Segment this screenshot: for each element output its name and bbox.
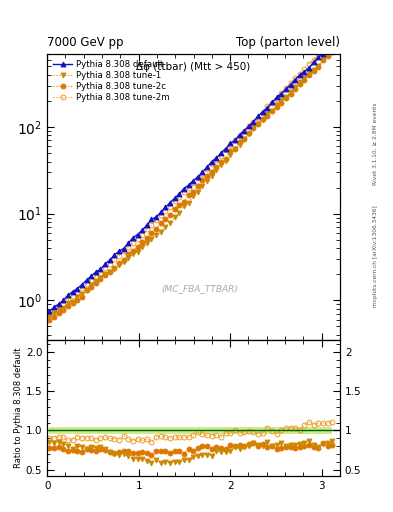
Line: Pythia 8.308 default: Pythia 8.308 default xyxy=(47,42,335,313)
Pythia 8.308 default xyxy=(325,45,330,51)
Pythia 8.308 default xyxy=(70,289,75,295)
Pythia 8.308 tune-2m xyxy=(293,75,298,81)
Pythia 8.308 tune-2m xyxy=(70,293,75,300)
Pythia 8.308 tune-1 xyxy=(219,162,223,168)
Text: Rivet 3.1.10, ≥ 2.8M events: Rivet 3.1.10, ≥ 2.8M events xyxy=(373,102,378,185)
Pythia 8.308 tune-1 xyxy=(70,298,75,305)
Pythia 8.308 tune-2m xyxy=(121,248,126,254)
Text: Top (parton level): Top (parton level) xyxy=(236,36,340,49)
Text: 7000 GeV pp: 7000 GeV pp xyxy=(47,36,124,49)
Pythia 8.308 tune-2m xyxy=(219,153,223,159)
Pythia 8.308 tune-2m xyxy=(47,312,52,318)
Pythia 8.308 default xyxy=(103,261,107,267)
Pythia 8.308 tune-1 xyxy=(103,271,107,278)
Pythia 8.308 tune-2c xyxy=(325,53,330,59)
Y-axis label: Ratio to Pythia 8.308 default: Ratio to Pythia 8.308 default xyxy=(14,348,23,468)
Pythia 8.308 tune-1 xyxy=(293,84,298,90)
Line: Pythia 8.308 tune-2c: Pythia 8.308 tune-2c xyxy=(47,49,335,323)
Pythia 8.308 tune-2c xyxy=(293,86,298,92)
Line: Pythia 8.308 tune-2m: Pythia 8.308 tune-2m xyxy=(47,38,335,317)
Pythia 8.308 tune-2m xyxy=(330,37,335,44)
Pythia 8.308 tune-2c xyxy=(47,317,52,324)
Pythia 8.308 tune-2c xyxy=(330,49,335,55)
Legend: Pythia 8.308 default, Pythia 8.308 tune-1, Pythia 8.308 tune-2c, Pythia 8.308 tu: Pythia 8.308 default, Pythia 8.308 tune-… xyxy=(51,58,171,104)
Pythia 8.308 tune-2c xyxy=(70,300,75,306)
Pythia 8.308 default xyxy=(121,245,126,251)
Line: Pythia 8.308 tune-1: Pythia 8.308 tune-1 xyxy=(47,48,335,319)
Pythia 8.308 tune-2c xyxy=(103,272,107,278)
Text: mcplots.cern.ch [arXiv:1306.3436]: mcplots.cern.ch [arXiv:1306.3436] xyxy=(373,205,378,307)
Pythia 8.308 tune-1 xyxy=(121,259,126,265)
Pythia 8.308 tune-1 xyxy=(330,47,335,53)
Pythia 8.308 tune-1 xyxy=(47,314,52,321)
Pythia 8.308 tune-1 xyxy=(325,52,330,58)
Pythia 8.308 tune-2m xyxy=(325,41,330,48)
Pythia 8.308 tune-2c xyxy=(121,257,126,263)
Text: Δφ (t̅tbar) (Mtt > 450): Δφ (t̅tbar) (Mtt > 450) xyxy=(136,62,251,72)
Text: (MC_FBA_TTBAR): (MC_FBA_TTBAR) xyxy=(161,284,238,293)
Pythia 8.308 tune-2c xyxy=(219,159,223,165)
Pythia 8.308 tune-2m xyxy=(103,265,107,271)
Pythia 8.308 default xyxy=(293,76,298,82)
Pythia 8.308 default xyxy=(219,150,223,156)
Pythia 8.308 default xyxy=(47,308,52,314)
Pythia 8.308 default xyxy=(330,41,335,48)
